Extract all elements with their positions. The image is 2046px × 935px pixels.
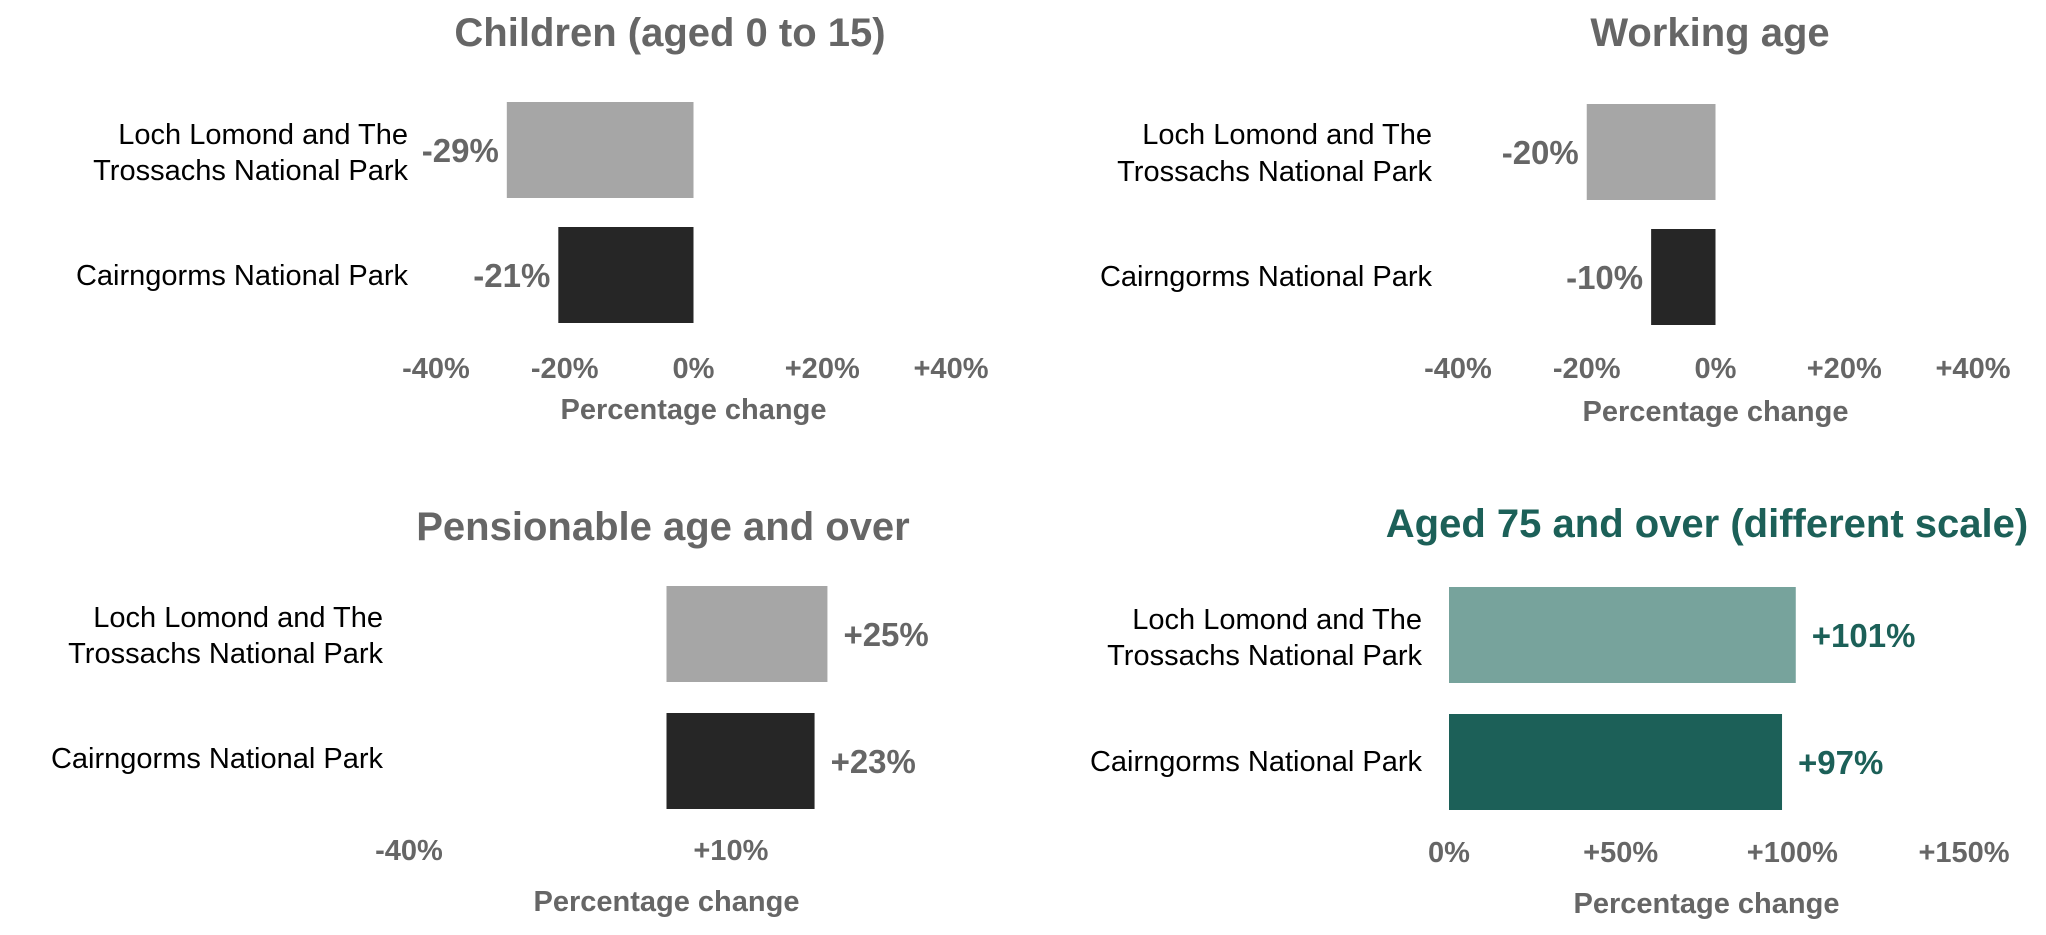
category-label: Loch Lomond and The (1142, 119, 1432, 151)
chart-title: Children (aged 0 to 15) (454, 11, 885, 55)
bar (666, 586, 828, 682)
x-tick-label: 0% (673, 353, 715, 385)
x-tick-label: +150% (1918, 837, 2009, 869)
data-label: +23% (831, 743, 916, 780)
category-label: Trossachs National Park (93, 155, 408, 187)
bar (558, 227, 694, 323)
x-axis-label: Percentage change (1583, 396, 1849, 428)
data-label: -10% (1566, 259, 1643, 296)
data-label: -20% (1502, 134, 1579, 171)
chart-title: Pensionable age and over (416, 505, 910, 549)
chart-title: Working age (1590, 11, 1829, 55)
category-label: Cairngorms National Park (1100, 261, 1433, 293)
x-tick-label: +40% (1936, 353, 2011, 385)
data-label: +101% (1812, 617, 1916, 654)
category-label: Trossachs National Park (1107, 640, 1422, 672)
data-label: +25% (843, 616, 928, 653)
category-label: Loch Lomond and The (1132, 604, 1422, 636)
x-axis-label: Percentage change (1574, 888, 1840, 920)
x-tick-label: +50% (1583, 837, 1658, 869)
category-label: Loch Lomond and The (118, 119, 408, 151)
bar (506, 102, 694, 198)
bar (666, 713, 815, 809)
category-label: Cairngorms National Park (1090, 746, 1423, 778)
x-tick-label: -40% (375, 835, 443, 867)
chart-title: Aged 75 and over (different scale) (1386, 502, 2028, 546)
x-tick-label: +40% (914, 353, 989, 385)
x-tick-label: -20% (1553, 353, 1621, 385)
x-tick-label: -40% (402, 353, 470, 385)
bar (1449, 714, 1783, 810)
category-label: Loch Lomond and The (93, 602, 383, 634)
bar (1651, 229, 1716, 325)
x-tick-label: +100% (1747, 837, 1838, 869)
category-label: Trossachs National Park (1117, 156, 1432, 188)
data-label: -21% (473, 257, 550, 294)
bar (1586, 104, 1716, 200)
bar (1449, 587, 1796, 683)
x-axis-label: Percentage change (561, 394, 827, 426)
x-tick-label: -40% (1424, 353, 1492, 385)
x-tick-label: 0% (1428, 837, 1470, 869)
category-label: Trossachs National Park (68, 638, 383, 670)
category-label: Cairngorms National Park (51, 743, 384, 775)
x-tick-label: +10% (693, 835, 768, 867)
data-label: +97% (1798, 744, 1883, 781)
x-tick-label: +20% (785, 353, 860, 385)
data-label: -29% (422, 132, 499, 169)
x-tick-label: 0% (1695, 353, 1737, 385)
category-label: Cairngorms National Park (76, 260, 409, 292)
x-axis-label: Percentage change (534, 886, 800, 918)
x-tick-label: -20% (531, 353, 599, 385)
x-tick-label: +20% (1807, 353, 1882, 385)
